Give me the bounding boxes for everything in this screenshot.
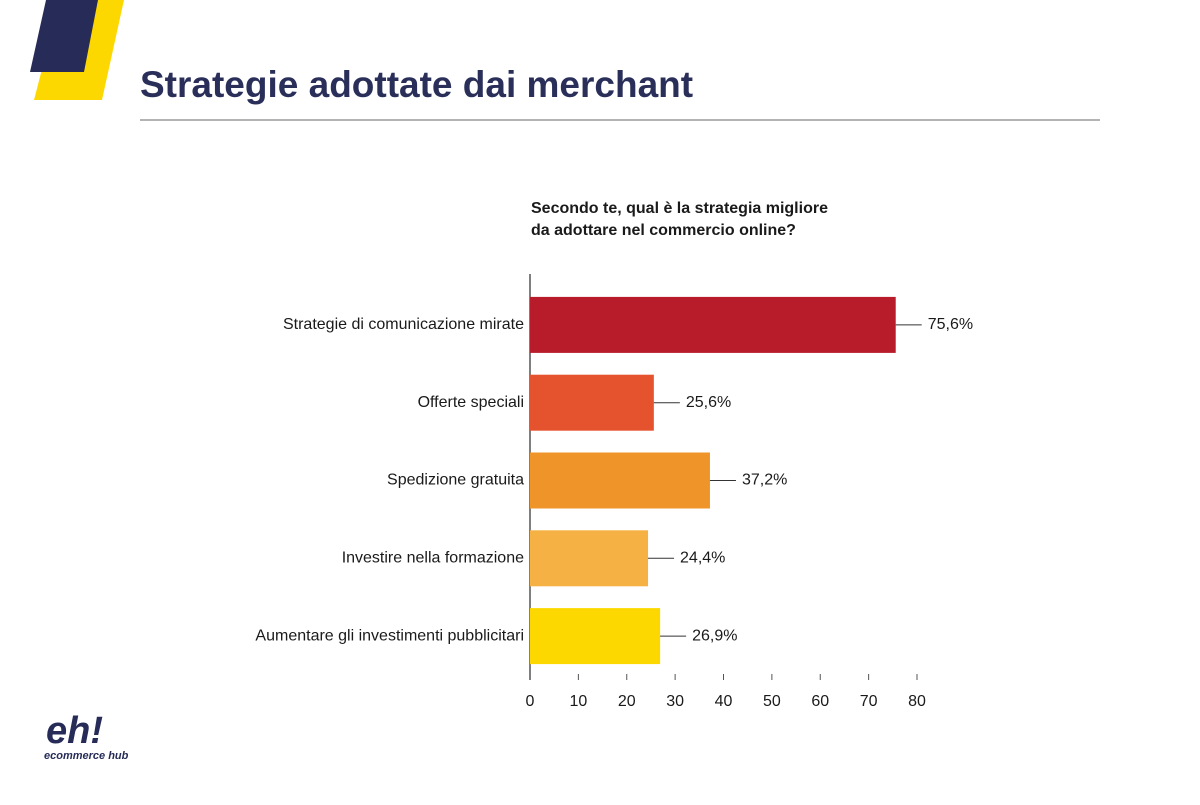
x-tick-label: 10 [569,693,587,710]
y-tick-label: Strategie di comunicazione mirate [283,316,524,333]
value-label: 24,4% [680,550,725,567]
bar [530,296,896,353]
y-tick-label: Offerte speciali [418,394,524,411]
chart-title: Strategie adottate dai merchant [140,64,693,105]
x-tick-label: 30 [666,693,684,710]
bar [530,530,649,587]
bar [530,608,661,665]
y-tick-label: Aumentare gli investimenti pubblicitari [255,627,524,644]
x-tick-label: 50 [763,693,781,710]
x-tick-label: 0 [526,693,535,710]
value-label: 75,6% [928,316,973,333]
value-label: 37,2% [742,472,787,489]
y-tick-label: Investire nella formazione [342,550,524,567]
chart-subtitle: da adottare nel commercio online? [531,222,796,239]
bar [530,374,654,431]
value-label: 26,9% [692,627,737,644]
x-tick-label: 40 [715,693,733,710]
bar [530,452,710,509]
chart-subtitle: Secondo te, qual è la strategia migliore [531,200,828,217]
value-label: 25,6% [686,394,731,411]
y-tick-label: Spedizione gratuita [387,472,524,489]
x-tick-label: 80 [908,693,926,710]
logo-mark: eh! [46,710,103,752]
decor-navy [30,0,98,72]
logo-name: ecommerce hub [44,750,129,762]
x-tick-label: 70 [860,693,878,710]
x-tick-label: 20 [618,693,636,710]
x-tick-label: 60 [811,693,829,710]
